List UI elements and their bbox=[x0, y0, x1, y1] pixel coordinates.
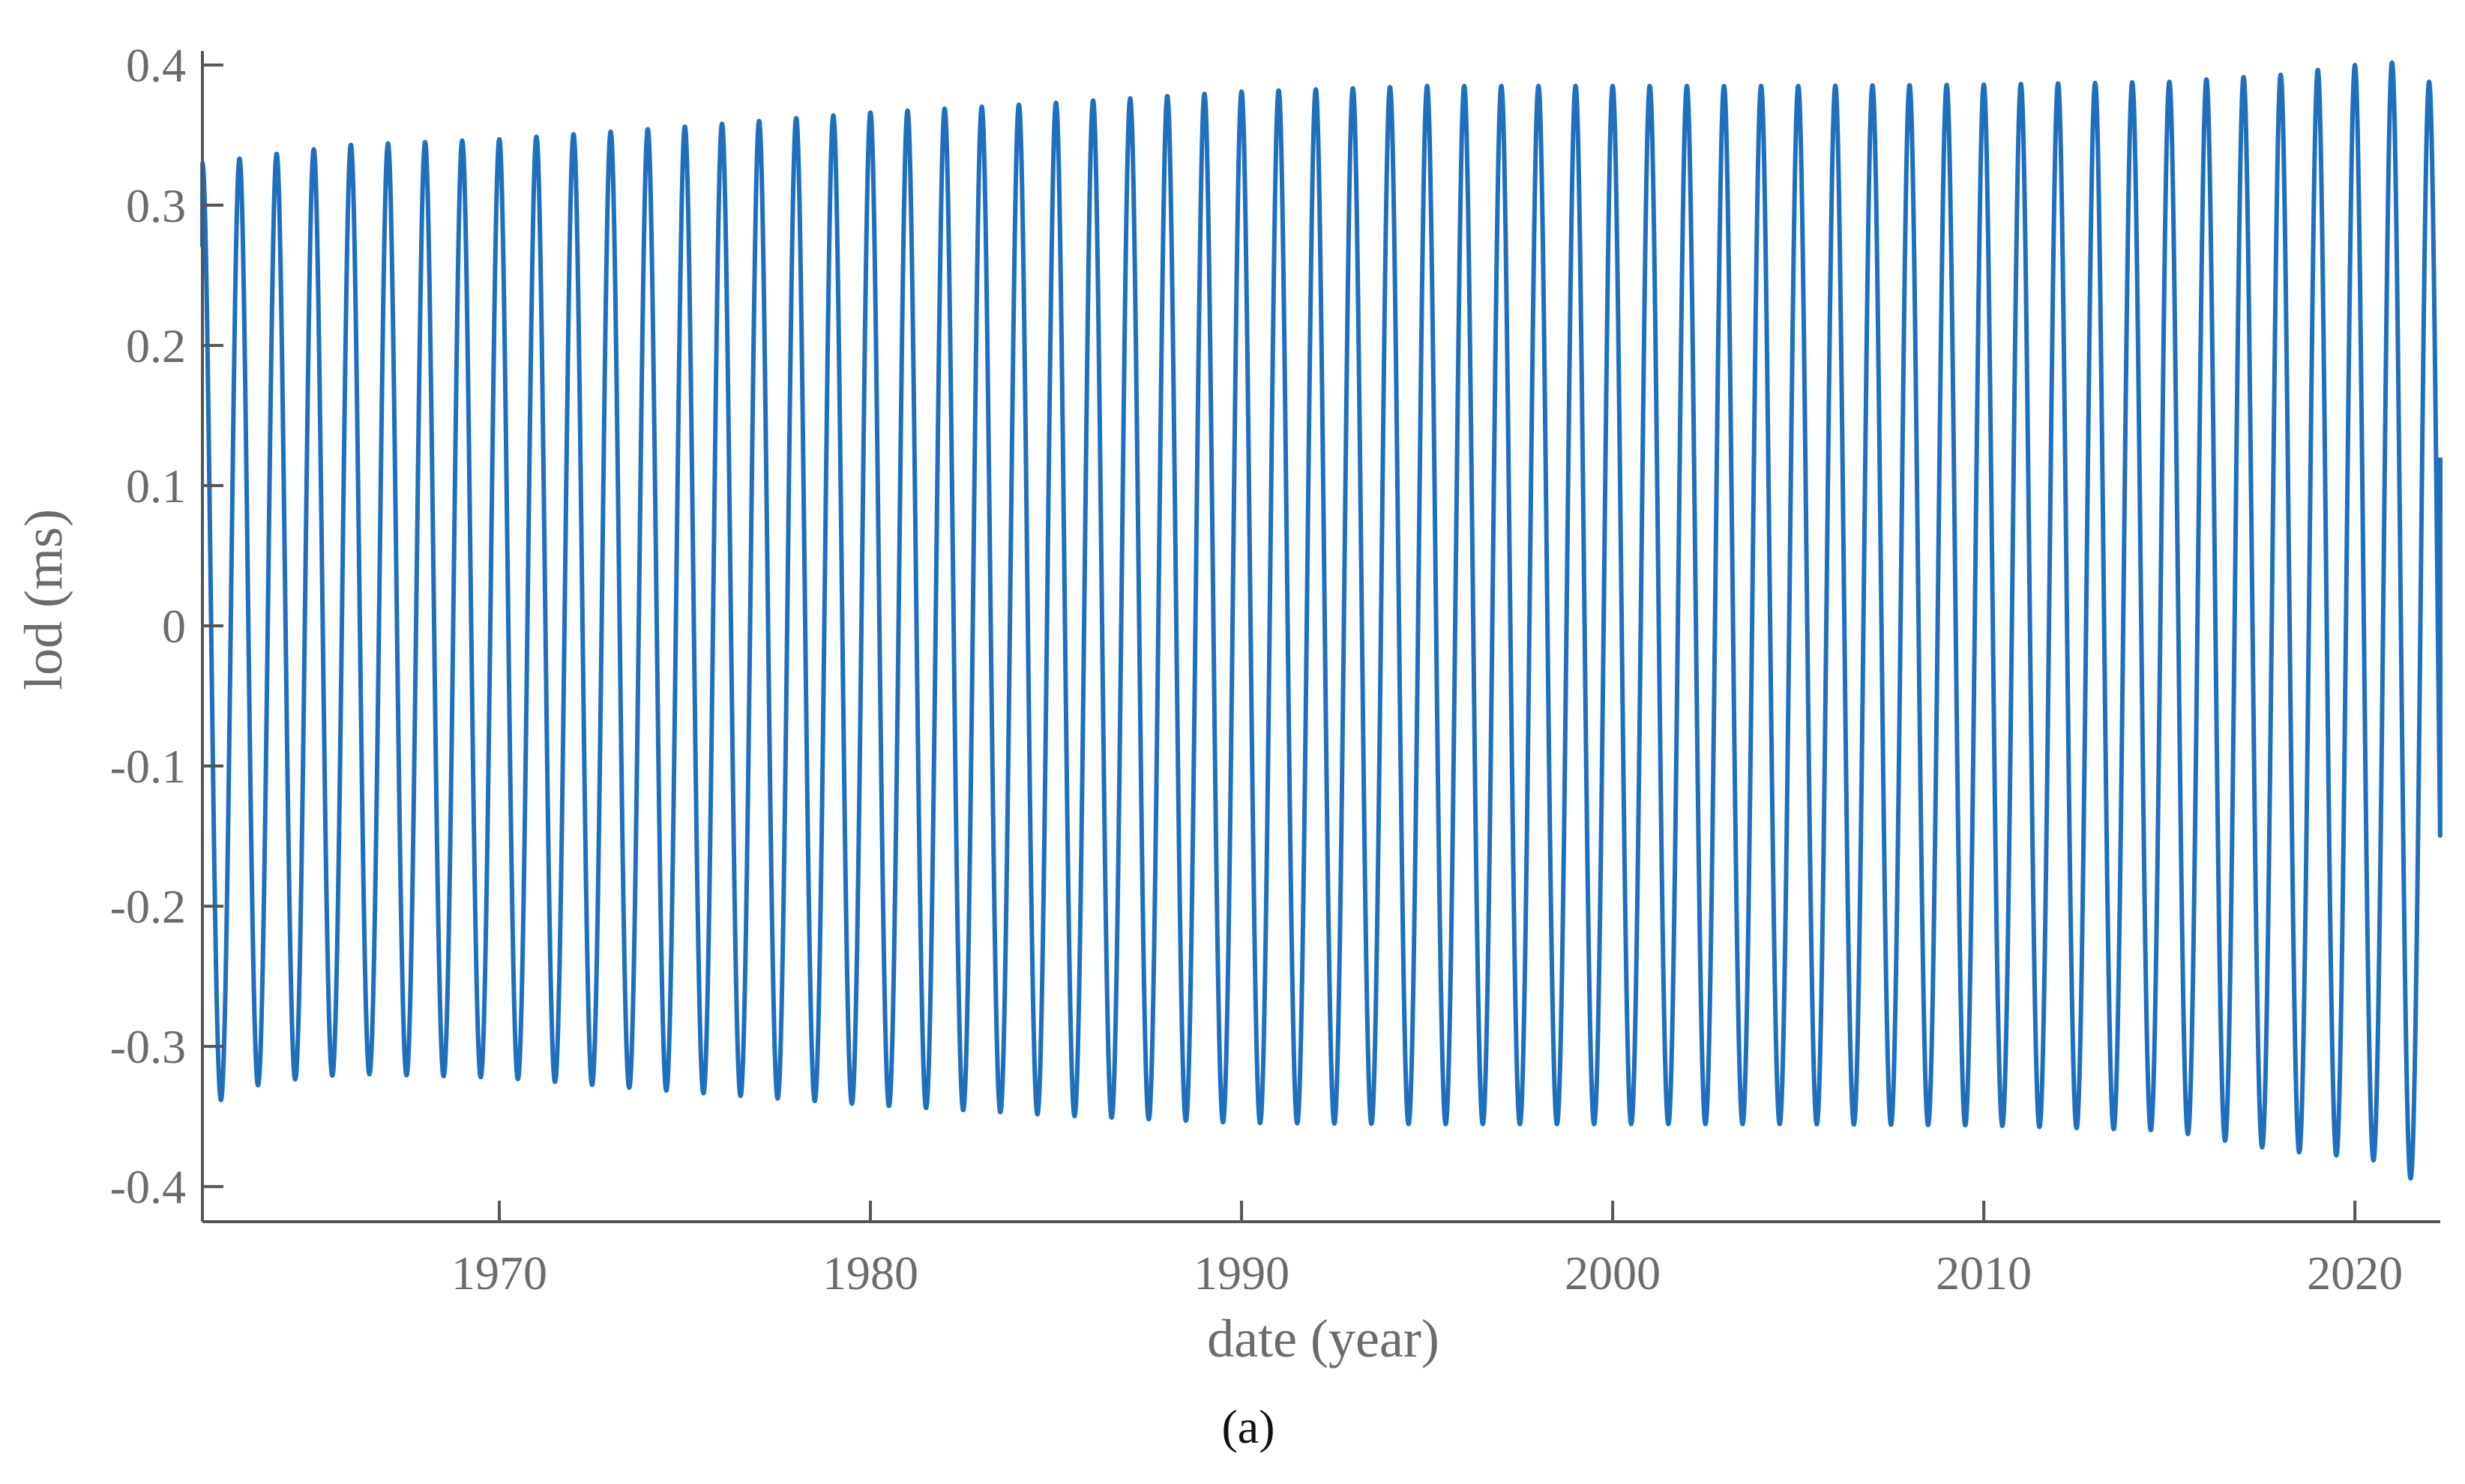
series-line-lod bbox=[200, 60, 2443, 1181]
y-tick-label: 0.4 bbox=[126, 39, 186, 92]
x-tick-label: 2010 bbox=[1936, 1246, 2032, 1300]
x-tick-label: 2000 bbox=[1565, 1246, 1661, 1300]
y-tick-label: 0.2 bbox=[126, 319, 186, 372]
plot-area bbox=[200, 60, 2443, 1181]
y-tick-label: -0.1 bbox=[110, 740, 186, 793]
x-tick-label: 2020 bbox=[2307, 1246, 2403, 1300]
panel-label: (a) bbox=[1221, 1400, 1274, 1453]
y-tick-label: -0.4 bbox=[110, 1160, 186, 1213]
y-tick-label: -0.2 bbox=[110, 880, 186, 933]
y-axis-ticks: 0.4 0.3 0.2 0.1 0 -0.1 -0.2 -0.3 -0.4 bbox=[110, 39, 223, 1213]
x-axis-title: date (year) bbox=[1207, 1309, 1439, 1369]
y-tick-label: 0.1 bbox=[126, 459, 186, 513]
y-tick-label: 0 bbox=[162, 600, 186, 653]
x-tick-label: 1970 bbox=[451, 1246, 547, 1300]
x-tick-label: 1990 bbox=[1194, 1246, 1289, 1300]
x-tick-label: 1980 bbox=[822, 1246, 918, 1300]
x-axis-ticks: 1970 1980 1990 2000 2010 2020 bbox=[451, 1201, 2403, 1300]
y-tick-label: 0.3 bbox=[126, 179, 186, 232]
y-axis-title: lod (ms) bbox=[13, 509, 73, 690]
y-tick-label: -0.3 bbox=[110, 1020, 186, 1073]
